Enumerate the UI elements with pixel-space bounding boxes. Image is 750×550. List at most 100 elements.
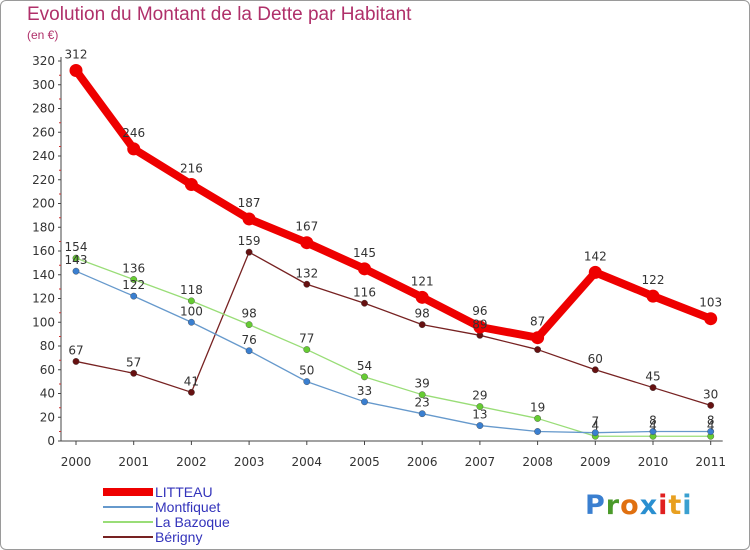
data-point: [418, 321, 426, 329]
y-tick-label: 100: [32, 315, 55, 329]
data-label: 96: [472, 304, 487, 318]
y-tick-label: 80: [40, 339, 55, 353]
data-point: [245, 321, 253, 329]
data-label: 98: [415, 307, 430, 321]
data-label: 8: [707, 414, 715, 428]
data-label: 136: [122, 262, 145, 276]
y-tick-label: 200: [32, 197, 55, 211]
x-tick-label: 2002: [176, 455, 207, 469]
x-tick-label: 2005: [349, 455, 380, 469]
data-point: [245, 347, 253, 355]
data-point: [72, 267, 80, 275]
data-label: 121: [411, 274, 434, 288]
legend-label: LITTEAU: [155, 484, 213, 500]
data-label: 122: [122, 278, 145, 292]
data-point: [418, 391, 426, 399]
data-label: 4: [707, 418, 715, 432]
data-point: [72, 254, 80, 262]
data-point: [649, 384, 657, 391]
data-point: [303, 378, 311, 386]
data-label: 143: [65, 253, 88, 267]
x-tick-label: 2003: [234, 455, 265, 469]
data-label: 246: [122, 126, 145, 140]
brand-letter: o: [620, 490, 640, 521]
data-label: 142: [584, 249, 607, 263]
y-tick-label: 0: [47, 434, 55, 448]
y-tick-label: 300: [32, 78, 55, 92]
data-point: [534, 415, 541, 422]
y-tick-label: 40: [40, 387, 55, 401]
data-label: 4: [591, 418, 599, 432]
data-label: 41: [184, 374, 199, 388]
data-label: 167: [295, 220, 318, 234]
x-tick-label: 2010: [638, 455, 669, 469]
chart-title: Evolution du Montant de la Dette par Hab…: [27, 4, 412, 25]
data-point: [358, 262, 371, 276]
data-label: 87: [530, 315, 545, 329]
y-tick-label: 220: [32, 173, 55, 187]
data-point: [303, 280, 311, 288]
data-point: [646, 289, 660, 303]
data-label: 100: [180, 304, 203, 318]
data-label: 77: [299, 332, 314, 346]
data-label: 187: [238, 196, 261, 210]
data-label: 159: [238, 234, 261, 248]
brand-letter: r: [605, 490, 621, 521]
data-label: 118: [180, 283, 203, 297]
legend-label: La Bazoque: [155, 514, 230, 530]
data-label: 7: [591, 415, 599, 429]
series-line-LITTEAU: [72, 66, 715, 342]
data-point: [300, 236, 314, 250]
data-label: 23: [415, 396, 430, 410]
data-point: [531, 331, 545, 345]
y-tick-label: 260: [32, 125, 55, 139]
data-label: 4: [649, 418, 657, 432]
y-tick-label: 60: [40, 363, 55, 377]
data-point: [187, 297, 195, 305]
chart-subtitle: (en €): [27, 28, 59, 42]
data-label: 30: [703, 387, 718, 401]
data-point: [130, 276, 138, 283]
data-point: [303, 346, 311, 353]
x-tick-label: 2000: [61, 455, 92, 469]
y-tick-label: 20: [40, 410, 55, 424]
data-label: 45: [645, 370, 660, 384]
data-label: 76: [241, 333, 256, 347]
x-tick-label: 2001: [118, 455, 149, 469]
data-point: [361, 398, 368, 406]
data-point: [707, 401, 715, 409]
brand-letter: i: [682, 490, 693, 521]
data-point: [187, 318, 195, 326]
data-label: 39: [415, 377, 430, 391]
data-point: [418, 410, 426, 418]
data-label: 132: [295, 266, 318, 280]
y-tick-label: 280: [32, 102, 55, 116]
data-point: [187, 388, 195, 396]
data-label: 57: [126, 355, 141, 369]
data-point: [588, 265, 602, 279]
data-point: [130, 292, 138, 300]
data-point: [127, 142, 141, 156]
brand-letter: x: [639, 490, 659, 521]
x-tick-label: 2011: [695, 455, 726, 469]
data-label: 98: [241, 307, 256, 321]
data-point: [476, 403, 484, 410]
data-point: [415, 290, 429, 304]
data-label: 216: [180, 162, 203, 176]
data-point: [361, 373, 368, 381]
brand-logo: Proxiti: [585, 490, 693, 521]
data-point: [242, 212, 256, 226]
data-label: 8: [649, 414, 657, 428]
data-point: [72, 358, 80, 365]
data-label: 67: [68, 343, 83, 357]
data-label: 116: [353, 285, 376, 299]
data-point: [130, 369, 138, 377]
brand-letter: P: [585, 490, 606, 521]
data-label: 19: [530, 400, 545, 414]
series-line-Bérigny: [75, 251, 712, 407]
data-point: [591, 429, 599, 437]
brand-letter: i: [658, 490, 669, 521]
y-tick-label: 140: [32, 268, 55, 282]
data-point: [245, 248, 253, 256]
data-point: [476, 422, 484, 429]
